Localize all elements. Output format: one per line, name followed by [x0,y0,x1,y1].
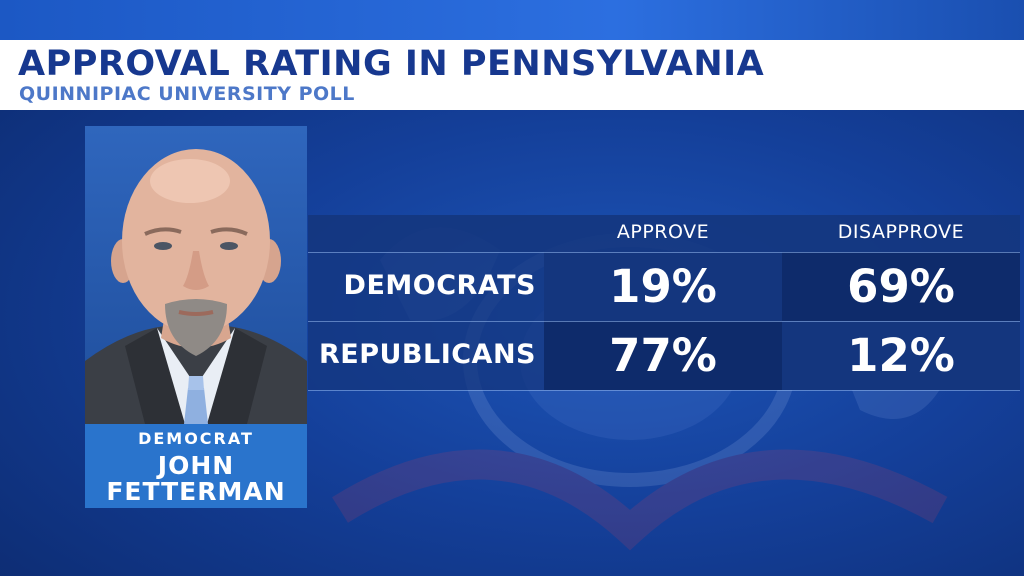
column-header-disapprove: DISAPPROVE [837,221,965,243]
row-label-republicans: REPUBLICANS [318,339,536,370]
table-divider-2 [308,390,1020,391]
title-bar [0,40,1024,110]
row-label-band-republicans [308,321,544,390]
value-republicans-approve: 77% [609,329,717,382]
row-label-band-democrats [308,252,544,321]
value-cell-democrats-approve [544,252,782,321]
value-cell-democrats-disapprove [782,252,1020,321]
portrait-illustration [85,149,307,424]
candidate-photo [85,126,307,424]
value-cell-republicans-approve [544,321,782,390]
top-strip [0,0,1024,40]
candidate-last-name: FETTERMAN [106,477,286,506]
table-header-band [308,215,1020,252]
column-header-approve: APPROVE [616,221,710,243]
row-label-democrats: DEMOCRATS [343,270,536,301]
value-democrats-approve: 19% [609,260,717,313]
value-republicans-disapprove: 12% [847,329,955,382]
candidate-party: DEMOCRAT [138,429,254,448]
value-cell-republicans-disapprove [782,321,1020,390]
candidate-name-box: DEMOCRAT JOHN FETTERMAN [85,424,307,508]
table-divider-0 [308,252,1020,253]
page-subtitle: QUINNIPIAC UNIVERSITY POLL [19,83,355,105]
candidate-first-name: JOHN [157,451,235,480]
approval-table: APPROVE DISAPPROVE DEMOCRATS 19% 69% REPUBLIC… [308,215,1020,391]
page-title: APPROVAL RATING IN PENNSYLVANIA [18,44,765,84]
value-democrats-disapprove: 69% [847,260,955,313]
table-divider-1 [308,321,1020,322]
